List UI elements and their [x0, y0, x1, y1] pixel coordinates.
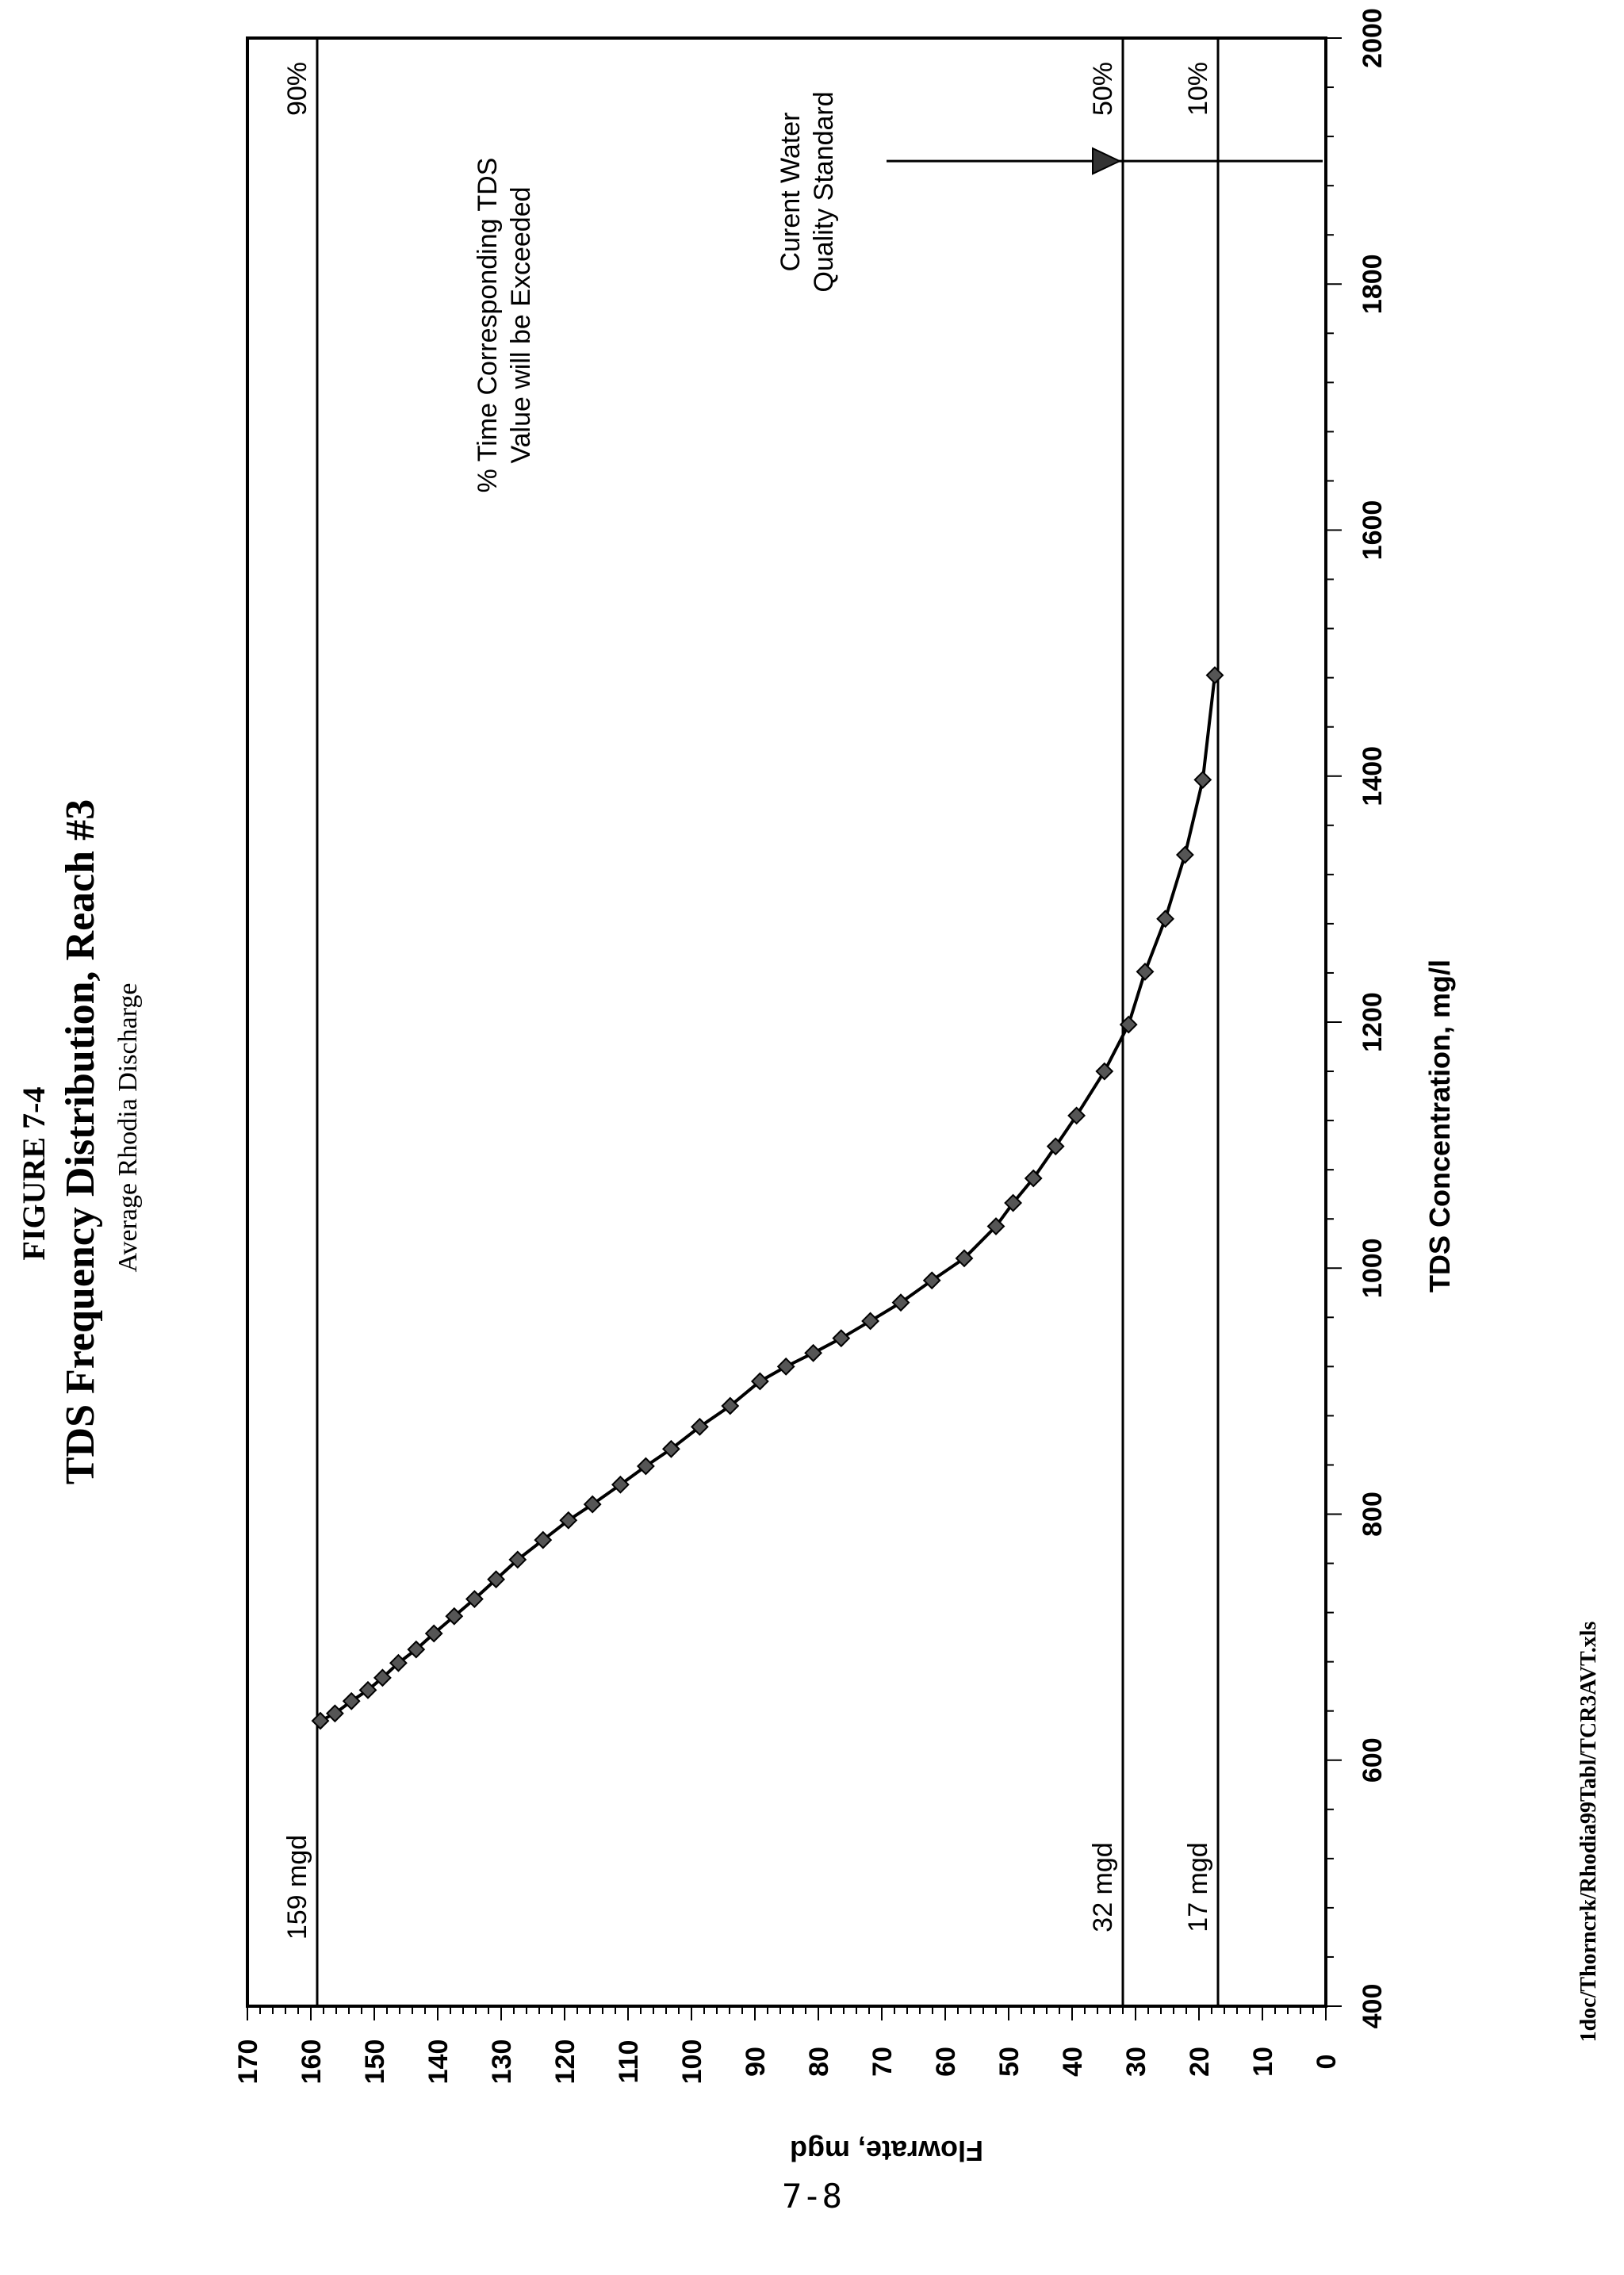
exceedance-label-line2: Value will be Exceeded [506, 186, 536, 463]
data-point [776, 1357, 795, 1376]
y-tick-label: 10 [1248, 2047, 1278, 2077]
y-tick-label: 120 [550, 2039, 580, 2085]
data-point [508, 1550, 527, 1569]
data-point [407, 1640, 426, 1659]
y-tick-label: 160 [297, 2039, 327, 2085]
data-point [1067, 1106, 1086, 1125]
data-point [1119, 1015, 1138, 1034]
standard-arrow-head [1092, 147, 1122, 175]
x-tick-label: 400 [1358, 1984, 1388, 2029]
data-point [445, 1607, 464, 1626]
y-tick-label: 70 [868, 2047, 898, 2077]
y-tick-label: 60 [931, 2047, 961, 2077]
data-point [1156, 910, 1175, 929]
data-point [389, 1653, 408, 1672]
data-point [1095, 1062, 1114, 1081]
data-point [1205, 666, 1224, 684]
y-tick-label: 110 [614, 2040, 644, 2084]
data-point [721, 1396, 740, 1415]
reference-line-percent: 10% [1183, 62, 1213, 116]
data-point [690, 1417, 709, 1436]
y-tick-label: 170 [233, 2039, 263, 2085]
y-tick-label: 40 [1058, 2047, 1088, 2077]
standard-label-line1: Curent Water [776, 113, 806, 272]
data-point [358, 1680, 377, 1699]
x-tick-label: 1400 [1358, 746, 1388, 806]
water-quality-standard-annotation: Curent Water Quality Standard [776, 91, 1323, 293]
reference-line-label: 32 mgd [1088, 1842, 1118, 1932]
data-point [487, 1570, 506, 1589]
x-tick-label: 1800 [1358, 254, 1388, 314]
data-point [636, 1457, 655, 1476]
data-series [311, 666, 1224, 1730]
data-point [611, 1475, 630, 1494]
data-point [1024, 1169, 1043, 1188]
y-tick-label: 150 [360, 2039, 390, 2085]
x-tick-label: 1000 [1358, 1238, 1388, 1298]
x-axis-title: TDS Concentration, mg/l [1423, 959, 1456, 1293]
x-tick-label: 800 [1358, 1492, 1388, 1537]
data-point [424, 1624, 443, 1643]
figure-heading: FIGURE 7-4 TDS Frequency Distribution, R… [16, 799, 143, 1484]
reference-line-label: 17 mgd [1183, 1842, 1213, 1932]
y-tick-label: 50 [994, 2047, 1025, 2077]
data-point [861, 1312, 880, 1331]
y-tick-label: 130 [487, 2039, 517, 2085]
data-point [661, 1439, 680, 1458]
reference-lines: 159 mgd 90% 32 mgd 50% 17 mgd 10% [282, 38, 1220, 2006]
y-tick-label: 0 [1312, 2055, 1342, 2070]
y-tick-label: 100 [677, 2039, 707, 2085]
figure-title: TDS Frequency Distribution, Reach #3 [58, 799, 103, 1484]
data-point [373, 1668, 392, 1687]
x-tick-label: 600 [1358, 1737, 1388, 1783]
exceedance-label-line1: % Time Corresponding TDS [473, 158, 503, 493]
y-tick-label: 140 [423, 2039, 454, 2085]
data-point [986, 1217, 1005, 1235]
data-point [922, 1271, 941, 1290]
data-point [750, 1372, 769, 1391]
x-tick-label: 2000 [1358, 8, 1388, 68]
data-point [955, 1249, 974, 1268]
reference-line-percent: 50% [1088, 62, 1118, 116]
data-point [1175, 845, 1194, 864]
data-point [583, 1495, 602, 1514]
exceedance-annotation: % Time Corresponding TDS Value will be E… [473, 158, 536, 493]
data-point [465, 1590, 484, 1608]
data-point [804, 1343, 823, 1362]
y-tick-label: 20 [1185, 2047, 1215, 2077]
series-line [320, 675, 1216, 1722]
data-point [559, 1511, 578, 1530]
data-point [311, 1711, 330, 1730]
x-axis: 400 600 800 1000 1200 1400 1600 1800 2000 [1326, 8, 1388, 2028]
data-point [1004, 1193, 1023, 1212]
y-tick-label: 80 [804, 2047, 834, 2077]
x-tick-label: 1200 [1358, 992, 1388, 1052]
x-tick-label: 1600 [1358, 500, 1388, 561]
y-tick-label: 90 [741, 2047, 771, 2077]
reference-line-percent: 90% [282, 62, 312, 116]
standard-label-line2: Quality Standard [809, 91, 839, 292]
figure-label: FIGURE 7-4 [16, 1087, 52, 1261]
page-number: 7-8 [782, 2177, 842, 2216]
data-point [1136, 962, 1155, 981]
y-tick-label: 30 [1121, 2047, 1151, 2077]
data-point [1193, 770, 1212, 789]
y-axis: 0 10 20 30 40 50 60 70 80 90 100 110 120 130 140 150 160… [233, 2006, 1342, 2084]
reference-line-label: 159 mgd [282, 1835, 312, 1940]
data-point [1046, 1137, 1065, 1156]
data-point [534, 1530, 553, 1549]
y-axis-title: Flowrate, mgd [790, 2135, 983, 2167]
data-point [342, 1691, 361, 1710]
data-point [325, 1704, 344, 1723]
source-file-path: 1doc/Thorncrk/Rhodia99Tabl/TCR3AVT.xls [1576, 1621, 1601, 2042]
plot-frame [246, 36, 1327, 2008]
data-point [891, 1293, 910, 1312]
data-point [832, 1329, 851, 1348]
figure-subtitle: Average Rhodia Discharge [113, 982, 143, 1272]
